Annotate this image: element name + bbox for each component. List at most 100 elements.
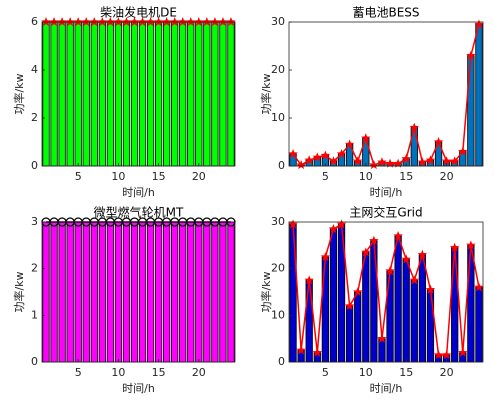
marker: [466, 50, 476, 60]
y-tick-label: 20: [271, 262, 285, 275]
marker: [73, 17, 83, 27]
bar: [130, 221, 139, 363]
marker: [361, 247, 371, 257]
marker: [169, 17, 180, 27]
bar: [203, 21, 211, 167]
y-axis-label: 功率/kw: [259, 73, 273, 114]
marker: [288, 219, 298, 229]
x-tick-label: 15: [399, 170, 413, 183]
x-tick-label: 10: [111, 366, 125, 379]
marker: [474, 19, 484, 29]
marker: [409, 275, 420, 285]
marker: [105, 17, 116, 27]
y-tick-label: 2: [31, 262, 38, 275]
bar: [195, 21, 203, 167]
marker: [145, 17, 156, 27]
y-tick-label: 4: [31, 63, 38, 76]
axes-box: [288, 221, 484, 363]
y-axis-label: 功率/kw: [12, 271, 26, 312]
bar: [467, 244, 475, 363]
bar: [354, 291, 362, 363]
bar: [154, 221, 163, 363]
bar: [122, 21, 131, 167]
marker: [474, 282, 484, 292]
bar: [138, 221, 147, 363]
marker: [161, 17, 172, 27]
bar: [42, 21, 50, 167]
x-tick-label: 20: [440, 366, 454, 379]
marker: [312, 152, 323, 162]
x-tick-label: 15: [152, 170, 166, 183]
marker: [458, 146, 468, 156]
bar: [211, 21, 219, 167]
marker: [433, 350, 444, 360]
bar: [394, 235, 402, 363]
marker: [49, 17, 59, 27]
bar: [50, 21, 58, 167]
marker: [352, 156, 363, 166]
marker: [97, 17, 108, 27]
marker: [320, 150, 331, 160]
marker: [312, 347, 323, 357]
bar: [418, 254, 427, 363]
marker: [336, 219, 347, 229]
bar: [66, 21, 74, 167]
x-axis-label: 时间/h: [122, 186, 155, 199]
marker: [65, 17, 75, 27]
marker: [186, 17, 196, 27]
marker: [328, 224, 339, 234]
bar: [82, 21, 90, 167]
marker: [369, 160, 379, 170]
x-tick-label: 10: [359, 170, 373, 183]
line: [292, 223, 480, 356]
x-axis-label: 时间/h: [370, 186, 403, 199]
marker: [344, 139, 355, 149]
bar: [138, 21, 147, 167]
marker: [361, 133, 371, 143]
bar: [451, 247, 459, 363]
bar: [219, 221, 227, 363]
axes-box: [41, 221, 236, 363]
marker: [441, 156, 452, 166]
bar: [98, 21, 106, 167]
marker: [409, 122, 420, 132]
marker: [425, 284, 436, 294]
marker: [385, 158, 395, 168]
marker: [393, 231, 403, 241]
marker: [425, 155, 436, 165]
bar: [130, 21, 139, 167]
bar: [171, 21, 179, 167]
bar: [321, 256, 330, 363]
marker: [401, 153, 411, 163]
bar: [475, 23, 483, 167]
y-tick-label: 0: [278, 159, 285, 172]
x-tick-label: 20: [440, 170, 454, 183]
marker: [433, 137, 444, 147]
marker: [458, 347, 468, 357]
bar: [426, 289, 435, 363]
marker: [137, 17, 148, 27]
x-tick-label: 5: [75, 366, 82, 379]
bar: [203, 221, 211, 363]
y-tick-label: 3: [31, 215, 38, 228]
axes-background: [42, 222, 235, 362]
y-tick-label: 30: [271, 15, 285, 28]
bar: [90, 21, 98, 167]
y-tick-label: 0: [31, 159, 38, 172]
bar: [90, 221, 98, 363]
marker: [296, 160, 306, 170]
marker: [288, 149, 298, 159]
x-tick-label: 15: [152, 366, 166, 379]
bar: [74, 21, 82, 167]
bar: [74, 221, 82, 363]
y-tick-label: 30: [271, 215, 285, 228]
x-tick-label: 20: [192, 170, 206, 183]
marker: [210, 17, 220, 27]
marker: [336, 149, 347, 159]
bar: [329, 228, 338, 363]
subplot: 0 2 4 6 5 10 15 20 柴油发电机DE 时间/h 功率/kw: [12, 5, 236, 199]
marker: [401, 254, 411, 264]
marker: [320, 252, 331, 262]
bar: [146, 221, 155, 363]
marker: [177, 17, 188, 27]
